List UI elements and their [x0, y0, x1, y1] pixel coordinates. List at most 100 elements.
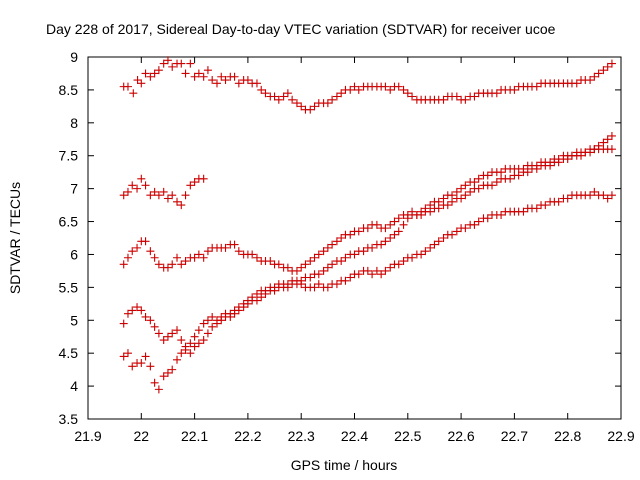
data-point [141, 237, 150, 246]
data-point [257, 293, 266, 302]
data-point [363, 266, 372, 275]
data-point [372, 266, 381, 275]
data-point [137, 306, 146, 315]
data-point [452, 227, 461, 236]
data-point [261, 289, 270, 298]
data-point [306, 273, 315, 282]
data-point [186, 349, 195, 358]
data-point [310, 283, 319, 292]
data-point [603, 194, 612, 203]
data-point [408, 92, 417, 101]
data-point [350, 82, 359, 91]
data-point [599, 191, 608, 200]
data-point [203, 329, 212, 338]
y-tick-label: 7.5 [59, 148, 79, 164]
data-point [492, 178, 501, 187]
data-point [190, 253, 199, 262]
data-point [386, 85, 395, 94]
data-point [314, 280, 323, 289]
data-point [603, 135, 612, 144]
data-point [203, 66, 212, 75]
data-point [323, 283, 332, 292]
data-point [128, 247, 137, 256]
data-point [332, 280, 341, 289]
data-point [541, 201, 550, 210]
data-point [230, 309, 239, 318]
x-axis-label: GPS time / hours [291, 457, 398, 473]
series-track-e [119, 187, 616, 394]
x-tick-label: 22.3 [288, 428, 315, 444]
data-point [252, 253, 261, 262]
x-tick-label: 22.2 [234, 428, 261, 444]
data-point [234, 79, 243, 88]
data-point [403, 89, 412, 98]
data-point [177, 336, 186, 345]
y-tick-label: 6 [70, 246, 78, 262]
data-point [457, 184, 466, 193]
data-point [337, 234, 346, 242]
data-point [199, 319, 208, 328]
data-point [186, 59, 195, 68]
data-point [194, 339, 203, 348]
data-point [119, 352, 128, 361]
x-tick-label: 22.1 [181, 428, 208, 444]
data-point [434, 237, 443, 246]
y-tick-label: 5.5 [59, 279, 79, 295]
data-point [274, 95, 283, 104]
data-point [274, 260, 283, 269]
data-point [506, 174, 515, 183]
data-point [239, 303, 248, 312]
data-point [173, 253, 182, 262]
data-point [168, 260, 177, 269]
data-point [408, 253, 417, 262]
data-point [252, 296, 261, 305]
data-point [319, 266, 328, 275]
data-point [381, 237, 390, 246]
data-point [119, 260, 128, 269]
data-point [301, 260, 310, 269]
data-point [328, 95, 337, 104]
x-tick-label: 22.7 [501, 428, 528, 444]
data-point [137, 174, 146, 183]
data-point [417, 210, 426, 219]
data-point [328, 240, 337, 249]
data-point [119, 319, 128, 328]
data-point [586, 191, 595, 200]
data-point [292, 266, 301, 275]
data-point [510, 85, 519, 94]
data-point [346, 85, 355, 94]
data-point [163, 194, 172, 203]
data-point [283, 283, 292, 292]
data-point [607, 145, 616, 154]
data-point [314, 250, 323, 259]
data-point [341, 253, 350, 262]
data-point [394, 214, 403, 223]
data-point [199, 253, 208, 262]
data-point [146, 316, 155, 325]
data-point [363, 224, 372, 233]
data-point [563, 194, 572, 203]
data-point [297, 102, 306, 111]
data-point [607, 59, 616, 68]
data-point [128, 306, 137, 315]
data-point [234, 247, 243, 256]
data-point [154, 66, 163, 75]
data-point [306, 105, 315, 114]
data-point [279, 92, 288, 101]
data-point [248, 250, 257, 259]
y-tick-label: 4.5 [59, 345, 79, 361]
data-point [483, 214, 492, 223]
data-points [119, 56, 616, 394]
data-point [163, 332, 172, 341]
data-point [297, 280, 306, 289]
data-point [133, 76, 142, 85]
data-point [368, 270, 377, 279]
data-point [123, 349, 132, 358]
data-point [141, 181, 150, 190]
data-point [607, 131, 616, 140]
data-point [426, 243, 435, 252]
data-point [123, 309, 132, 318]
data-point [337, 257, 346, 266]
data-point [266, 257, 275, 266]
data-point [470, 220, 479, 229]
